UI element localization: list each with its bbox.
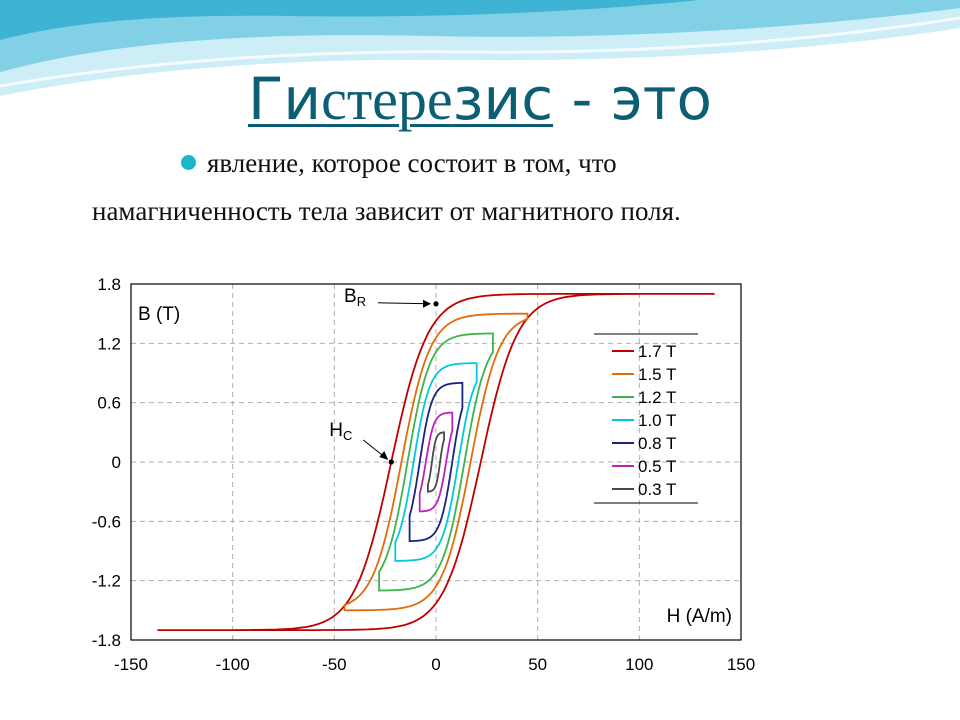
bullet-text-line-1: явление, которое состоит в том, что (207, 148, 617, 178)
wave-highlight (0, 16, 960, 88)
chart-grid (131, 284, 741, 640)
annotation-arrow (377, 302, 431, 305)
title-part-1: Ги (248, 65, 322, 133)
y-tick-label: -0.6 (92, 512, 121, 531)
bullet-text-line-2: намагниченность тела зависит от магнитно… (92, 196, 681, 226)
series-loop-12 (378, 332, 494, 592)
legend-entry-label: 0.5 T (638, 457, 676, 476)
hysteresis-chart: -150 -100 -50 0 50 100 150 1.8 1.2 0.6 0 -0.6 -1.2 -1… (76, 268, 766, 688)
legend-entry-label: 1.2 T (638, 388, 676, 407)
y-tick-label: 1.8 (97, 275, 121, 294)
slide-title: Гистерезис - это (0, 64, 960, 135)
chart-series (157, 293, 715, 631)
series-loop-17 (157, 293, 715, 631)
header-waves-decoration (0, 0, 960, 96)
chart-legend: 1.7 T 1.5 T 1.2 T 1.0 T 0.8 T 0.5 T 0.3 T (594, 333, 698, 504)
series-loop-10 (394, 362, 478, 562)
annotation-arrowhead (423, 299, 431, 308)
plot-frame (130, 283, 742, 641)
series-loop-08 (408, 382, 464, 542)
y-tick-label: 0 (112, 453, 121, 472)
chart-background (76, 268, 766, 688)
title-part-3: зис (452, 65, 554, 133)
x-axis-label: H (A/m) (667, 606, 732, 627)
x-tick-label: 100 (625, 655, 653, 674)
annotation-subscript: R (357, 294, 366, 309)
x-tick-label: 0 (431, 655, 440, 674)
y-tick-label: -1.8 (92, 631, 121, 650)
annotation-point (433, 301, 439, 307)
x-tick-label: 150 (727, 655, 755, 674)
series-loop-15 (343, 312, 529, 612)
y-tick-label: 0.6 (97, 394, 121, 413)
legend-entry-label: 0.8 T (638, 434, 676, 453)
x-tick-label: 50 (528, 655, 547, 674)
x-tick-label: -100 (216, 655, 250, 674)
title-part-2: стере (321, 67, 453, 132)
y-tick-label: -1.2 (92, 572, 121, 591)
title-part-4: - это (553, 65, 712, 133)
y-axis-label: B (T) (138, 304, 180, 325)
legend-entry-label: 1.7 T (638, 342, 676, 361)
legend-entry-label: 1.5 T (638, 365, 676, 384)
axis-ticks: -150 -100 -50 0 50 100 150 1.8 1.2 0.6 0 -0.6 -1.2 -1… (92, 275, 755, 674)
annotation-arrowhead (379, 451, 389, 460)
x-tick-label: -50 (322, 655, 347, 674)
wave-dark (0, 0, 700, 40)
series-loop-03 (427, 431, 445, 493)
legend-entry-label: 0.3 T (638, 480, 676, 499)
y-tick-label: 1.2 (97, 334, 121, 353)
bullet-icon (181, 155, 196, 170)
wave-mid (0, 0, 960, 72)
annotation-point (388, 459, 394, 465)
x-tick-label: -150 (114, 655, 148, 674)
legend-entry-label: 1.0 T (638, 411, 676, 430)
series-loop-05 (418, 411, 454, 513)
annotation-subscript: C (343, 428, 352, 443)
